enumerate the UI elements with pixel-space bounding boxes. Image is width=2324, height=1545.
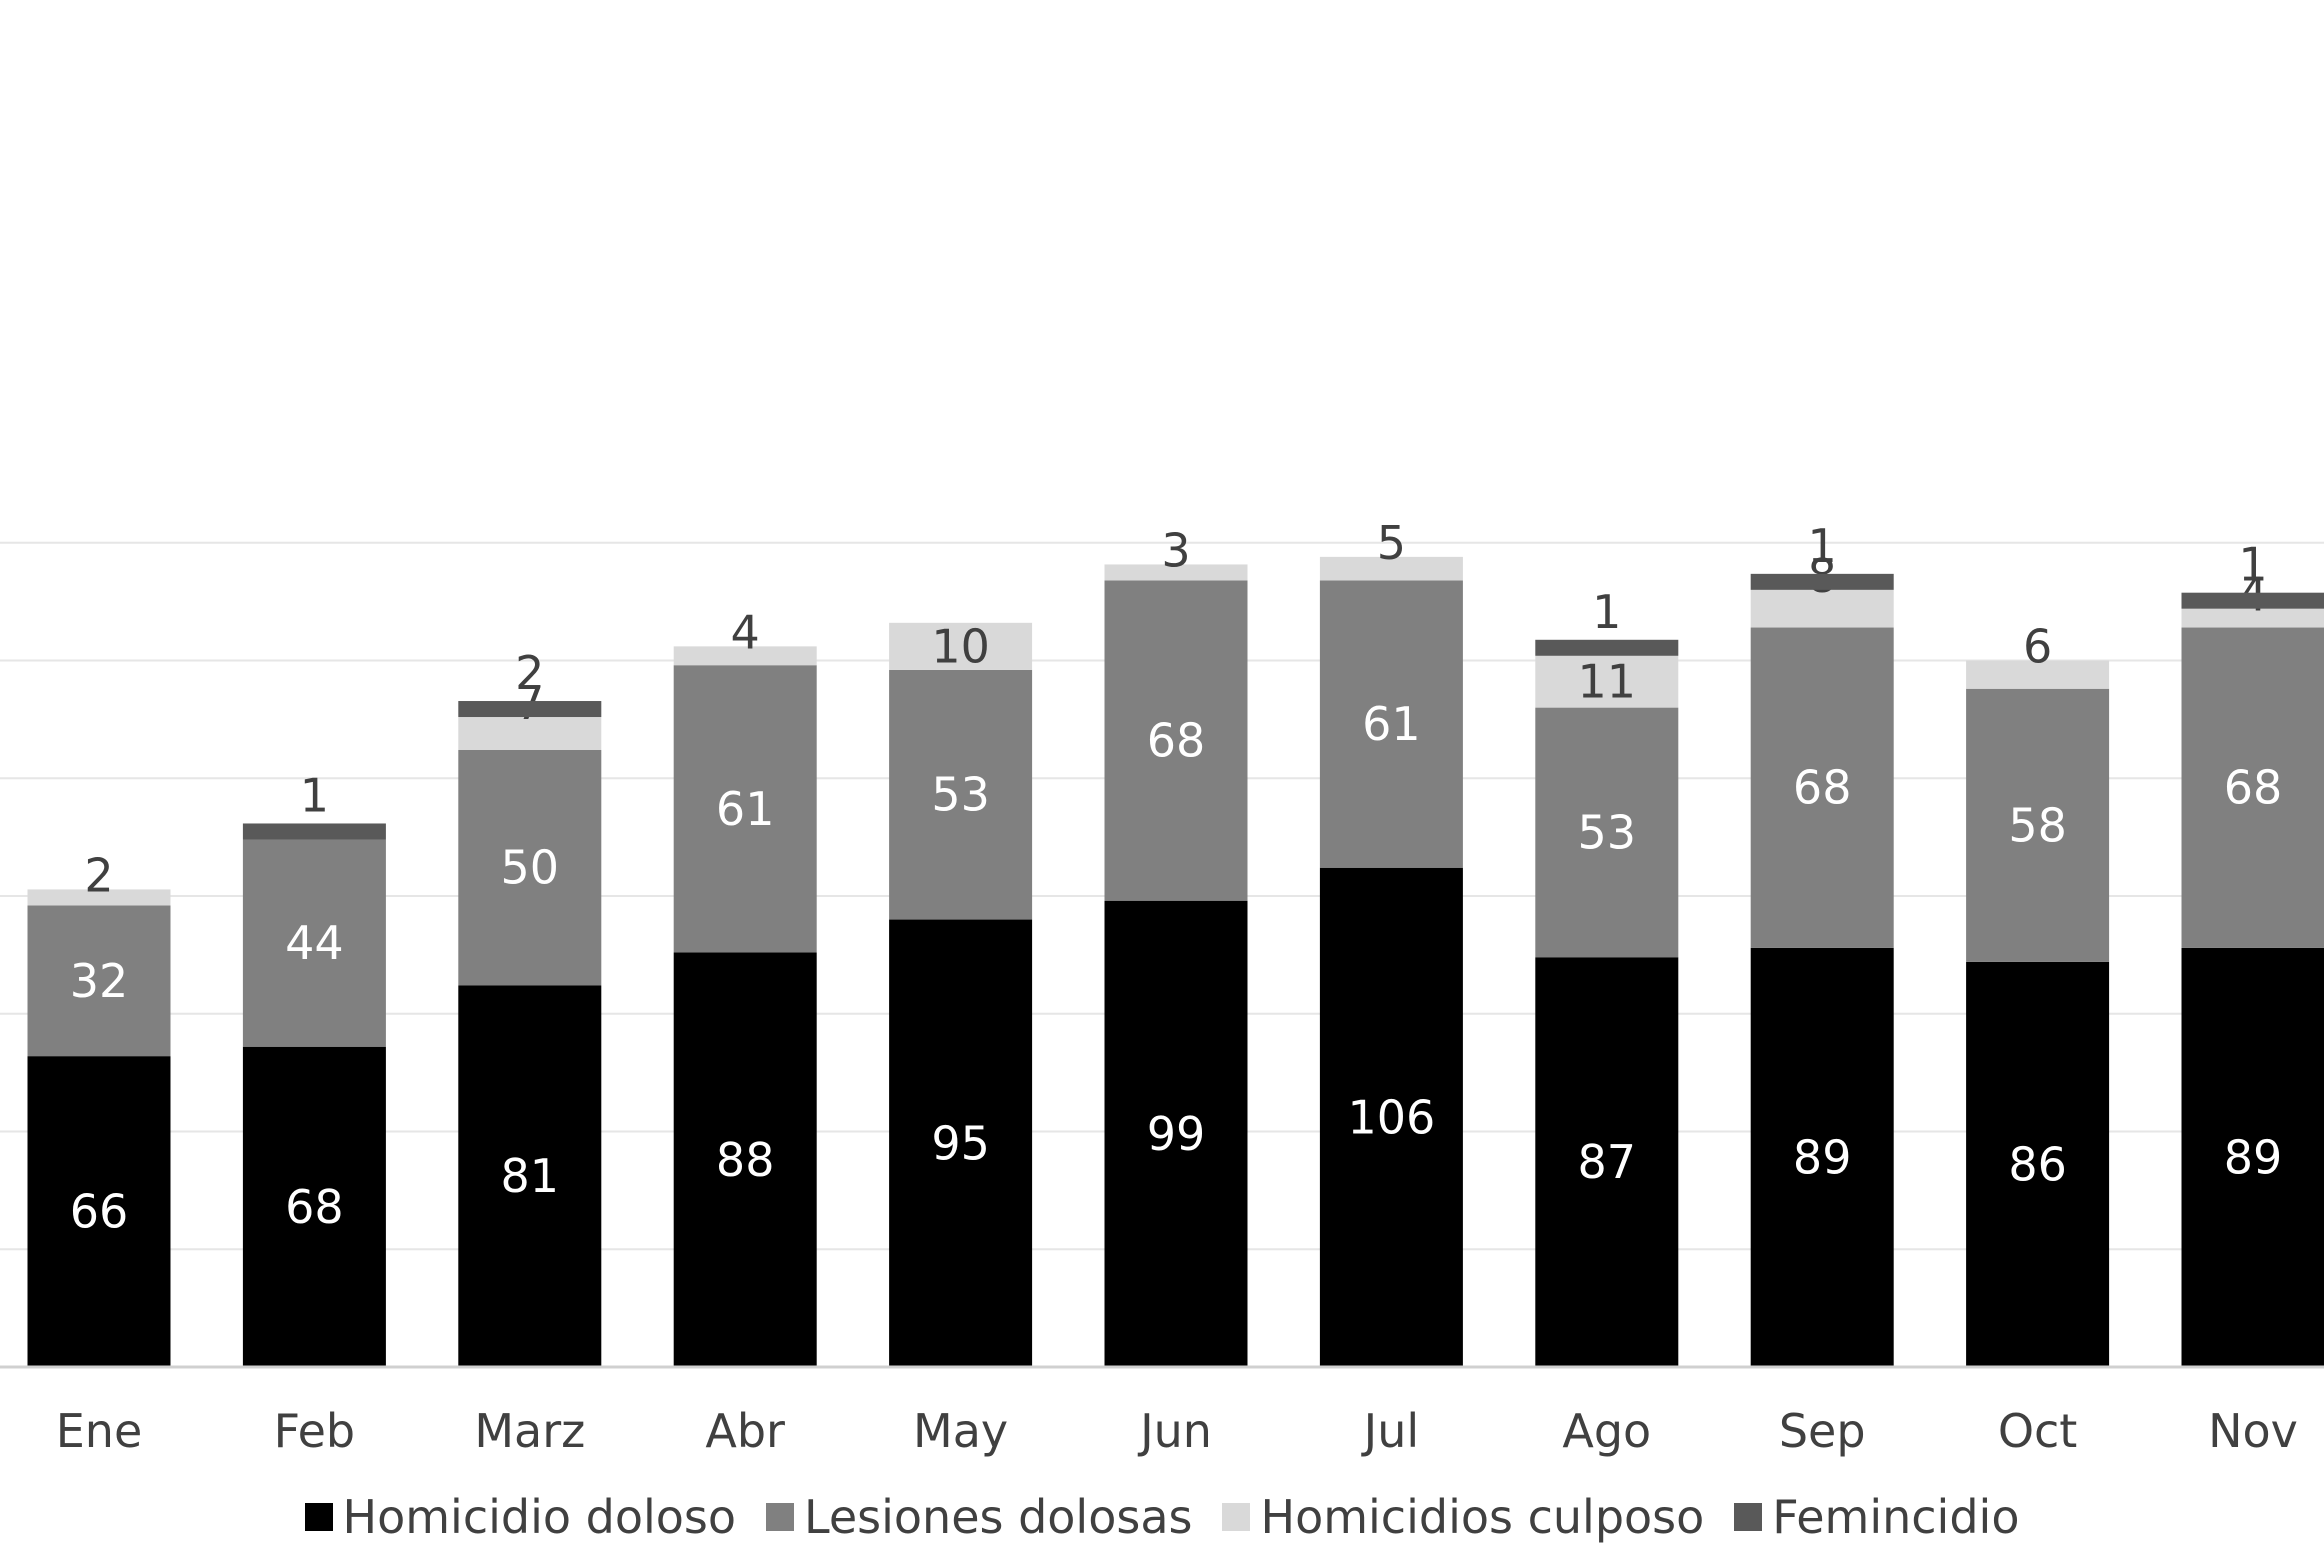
x-tick-label: Ene	[56, 1404, 143, 1458]
bar-segment	[889, 919, 1033, 1367]
data-label: 53	[931, 768, 990, 822]
legend-swatch	[1222, 1503, 1251, 1531]
x-tick-label: Abr	[705, 1404, 785, 1458]
legend-label: Lesiones dolosas	[804, 1490, 1193, 1544]
data-label: 89	[2224, 1130, 2283, 1184]
data-label: 32	[70, 954, 129, 1008]
bar-segment	[2181, 627, 2324, 948]
x-tick-label: Marz	[474, 1404, 585, 1458]
legend-swatch	[304, 1503, 333, 1531]
legend-label: Homicidio doloso	[342, 1490, 737, 1544]
data-label: 2	[515, 646, 544, 700]
bar-segment	[1966, 961, 2110, 1367]
bar-segment	[1319, 867, 1463, 1367]
bar-segment	[1535, 655, 1679, 708]
data-label: 89	[1793, 1130, 1852, 1184]
data-label: 61	[716, 782, 775, 836]
bar-segment	[1535, 957, 1679, 1367]
x-tick-label: Ago	[1562, 1404, 1651, 1458]
data-label: 58	[2008, 798, 2067, 852]
data-label: 11	[1578, 655, 1637, 709]
legend-swatch	[1734, 1503, 1763, 1531]
data-label: 1	[1808, 519, 1837, 573]
legend-item-homicidio-doloso: Homicidio doloso	[304, 1490, 737, 1544]
data-label: 95	[931, 1116, 990, 1170]
x-tick-label: Feb	[274, 1404, 355, 1458]
data-label: 66	[70, 1185, 129, 1239]
data-label: 106	[1347, 1090, 1435, 1144]
legend-label: Homicidios culposo	[1260, 1490, 1705, 1544]
bar-segment	[1966, 660, 2110, 689]
bar-segment	[889, 622, 1033, 670]
data-label: 10	[931, 619, 990, 673]
bar-segment	[242, 823, 386, 840]
bar-segment	[1104, 564, 1248, 581]
data-label: 44	[285, 916, 344, 970]
data-label: 1	[300, 768, 329, 822]
bar-segment	[673, 646, 817, 666]
x-tick-label: Jul	[1361, 1404, 1420, 1458]
bar-segment	[889, 669, 1033, 920]
x-tick-label: Sep	[1779, 1404, 1866, 1458]
data-label: 68	[1793, 761, 1852, 815]
data-label: 1	[1592, 585, 1621, 639]
bar-segment	[1104, 580, 1248, 901]
bar-segment	[458, 701, 602, 718]
bar-segment	[458, 985, 602, 1367]
bar-segment	[27, 1056, 171, 1367]
bar-segment	[1750, 627, 1894, 948]
bar-segment	[27, 889, 171, 906]
legend-item-homicidios-culposo: Homicidios culposo	[1222, 1490, 1704, 1544]
x-axis-tick-labels: Ene Feb Marz Abr May Jun Jul Ago Sep Oct Nov	[56, 1404, 2298, 1458]
bar-segment	[1966, 688, 2110, 962]
data-label: 68	[2224, 761, 2283, 815]
x-tick-label: Jun	[1137, 1404, 1212, 1458]
bar-segment	[1750, 947, 1894, 1367]
data-label: 53	[1578, 805, 1637, 859]
data-label: 61	[1362, 697, 1421, 751]
data-label: 68	[285, 1180, 344, 1234]
bar-segment	[1750, 589, 1894, 628]
data-label: 6	[2023, 620, 2052, 674]
bar-segment	[1535, 639, 1679, 656]
bar-segment	[458, 717, 602, 750]
bar-segment	[242, 839, 386, 1047]
data-label: 50	[501, 841, 560, 895]
legend-item-lesiones-dolosas: Lesiones dolosas	[766, 1490, 1192, 1544]
bar-segment	[1104, 900, 1248, 1367]
bar-segment	[2181, 608, 2324, 628]
data-label: 81	[501, 1149, 560, 1203]
data-label: 4	[731, 605, 760, 659]
legend-label: Femincidio	[1772, 1490, 2020, 1544]
x-tick-label: Oct	[1998, 1404, 2078, 1458]
bar-segment	[673, 952, 817, 1367]
data-label: 1	[2238, 538, 2267, 592]
legend: Homicidio doloso Lesiones dolosas Homici…	[0, 1490, 2324, 1544]
bar-segment	[458, 749, 602, 986]
bar-segment	[1535, 707, 1679, 958]
legend-swatch	[766, 1503, 795, 1531]
x-tick-label: May	[913, 1404, 1008, 1458]
bar-segment	[1319, 580, 1463, 868]
bar-segment	[2181, 947, 2324, 1367]
data-label: 3	[1161, 523, 1190, 577]
data-label: 87	[1578, 1135, 1637, 1189]
bar-segment	[673, 665, 817, 953]
data-label: 5	[1377, 516, 1406, 570]
bar-segment	[27, 905, 171, 1057]
bar-segment	[2181, 592, 2324, 609]
data-label: 2	[84, 848, 113, 902]
bars: 6632268441815072886149553109968310661587…	[27, 516, 2324, 1367]
data-label: 68	[1147, 714, 1206, 768]
data-label: 88	[716, 1133, 775, 1187]
x-tick-label: Nov	[2208, 1404, 2298, 1458]
bar-segment	[242, 1046, 386, 1367]
bar-segment	[1319, 556, 1463, 581]
bar-segment	[1750, 573, 1894, 590]
data-label: 86	[2008, 1137, 2067, 1191]
legend-item-femincidio: Femincidio	[1734, 1490, 2019, 1544]
data-label: 99	[1147, 1107, 1206, 1161]
